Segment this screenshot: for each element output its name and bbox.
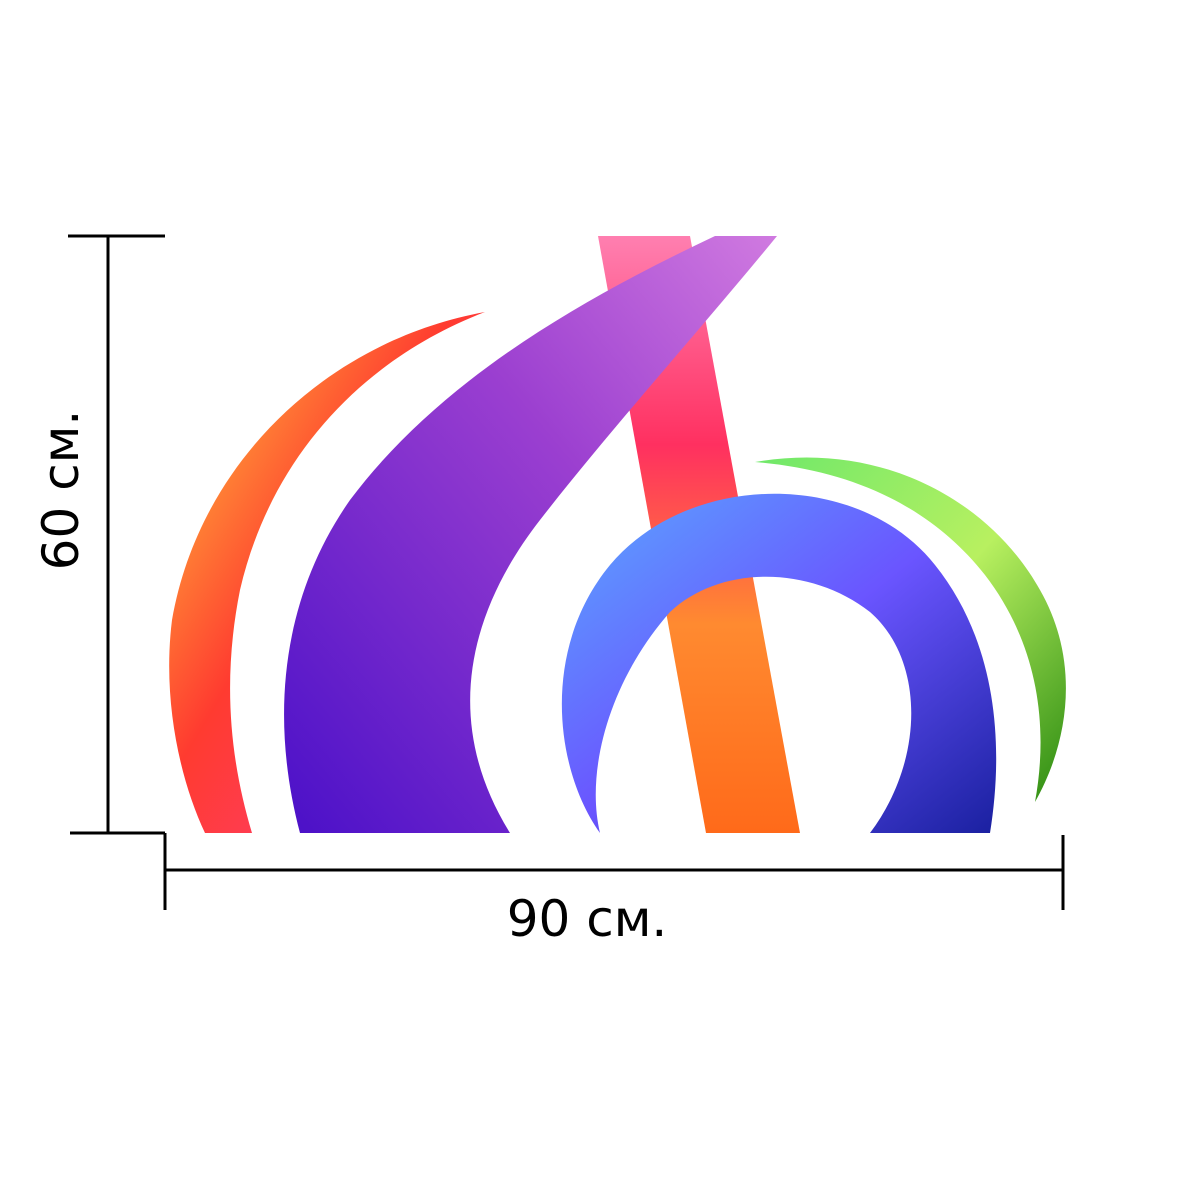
dimension-lines: [68, 234, 1065, 910]
left-crescent: [169, 312, 485, 833]
blue-ring: [561, 493, 997, 833]
green-crescent: [755, 457, 1066, 802]
purple-swoosh: [284, 236, 777, 833]
artwork: [169, 236, 1066, 833]
width-label: 90 см.: [507, 890, 668, 948]
height-label: 60 см.: [32, 410, 90, 571]
